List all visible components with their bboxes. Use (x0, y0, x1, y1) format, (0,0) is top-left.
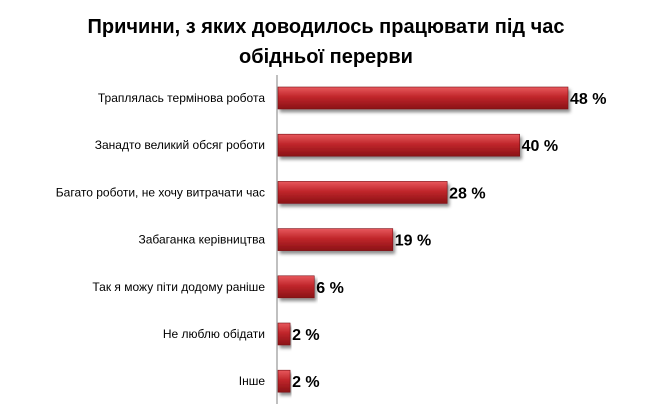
value-label: 28 % (449, 185, 485, 202)
bar (277, 133, 520, 157)
value-label: 6 % (316, 280, 344, 297)
category-label: Не люблю обідати (163, 327, 265, 341)
value-label: 19 % (395, 233, 431, 250)
bar (277, 322, 291, 346)
category-label: Інше (239, 374, 266, 388)
bar (277, 369, 291, 393)
category-label: Так я можу піти додому раніше (92, 280, 265, 294)
category-label: Забаганка керівництва (138, 233, 265, 247)
chart-title: Причини, з яких доводилось працювати під… (0, 12, 652, 72)
bar (277, 86, 569, 110)
chart-title-line-2: обідньої перерви (239, 46, 413, 68)
bar (277, 228, 394, 251)
category-label: Багато роботи, не хочу витрачати час (56, 185, 265, 199)
value-label: 2 % (292, 327, 320, 344)
category-label: Траплялась термінова робота (98, 91, 265, 105)
bars-layer: Траплялась термінова робота 48 % Занадто в… (56, 86, 606, 393)
value-label: 2 % (292, 374, 320, 391)
category-label: Занадто великий обсяг роботи (95, 138, 265, 152)
chart-title-line-1: Причини, з яких доводилось працювати під… (87, 16, 565, 38)
bar (277, 275, 315, 299)
value-label: 48 % (570, 91, 606, 108)
bar (277, 181, 448, 204)
value-label: 40 % (522, 138, 558, 155)
